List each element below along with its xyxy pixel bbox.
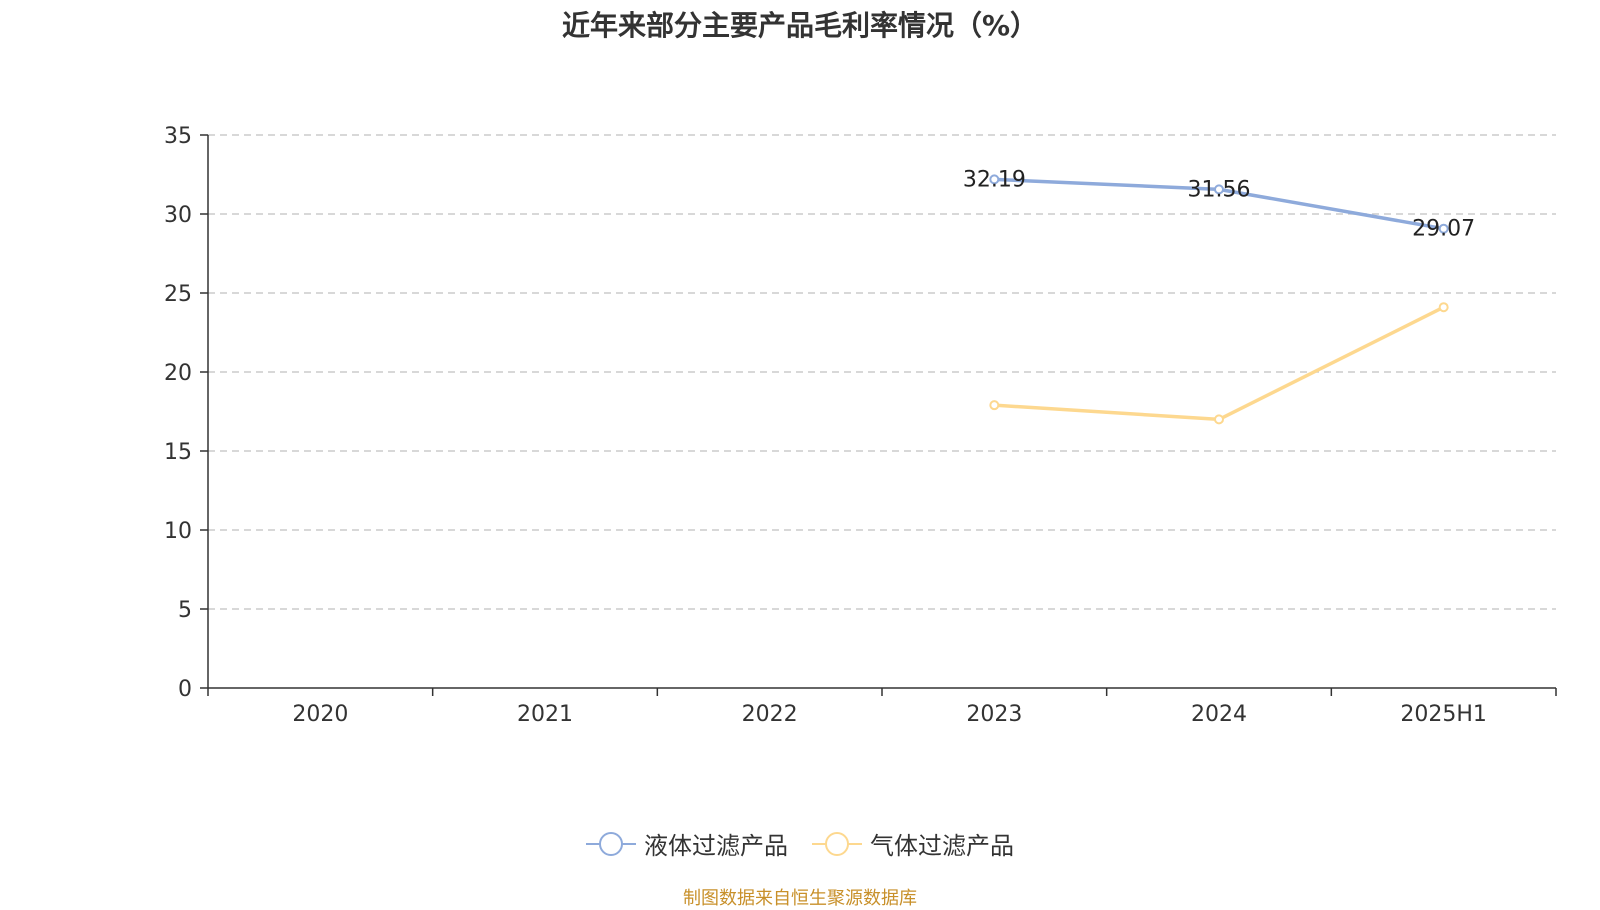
series-layer <box>989 174 1449 425</box>
data-label: 29.07 <box>1412 217 1475 242</box>
x-tick-label: 2023 <box>966 702 1022 727</box>
legend-item-liquid[interactable]: 液体过滤产品 <box>586 826 788 861</box>
y-tick-label: 35 <box>164 124 192 149</box>
data-label: 31.56 <box>1188 177 1251 202</box>
series-line <box>994 305 1445 422</box>
legend-marker-icon <box>586 830 636 858</box>
y-tick-label: 25 <box>164 282 192 307</box>
data-point <box>989 400 1000 411</box>
gridlines <box>208 134 1556 610</box>
y-tick-label: 10 <box>164 519 192 544</box>
x-axis-ticks: 2020 2021 2022 2023 2024 2025H1 <box>207 688 1557 727</box>
y-tick-label: 0 <box>178 677 192 702</box>
legend-label: 气体过滤产品 <box>870 832 1014 860</box>
y-axis-ticks: 0 5 10 15 20 25 30 35 <box>164 124 208 702</box>
legend-label: 液体过滤产品 <box>644 832 788 860</box>
data-point <box>1214 414 1224 425</box>
x-tick-label: 2020 <box>292 702 348 727</box>
y-tick-label: 15 <box>164 440 192 465</box>
legend-marker-icon <box>812 830 862 858</box>
data-point <box>1438 302 1449 313</box>
axes <box>207 135 1556 689</box>
data-point <box>1438 223 1449 234</box>
data-point <box>989 174 1000 185</box>
data-label: 32.19 <box>963 167 1026 192</box>
y-tick-label: 20 <box>164 361 192 386</box>
legend-item-gas[interactable]: 气体过滤产品 <box>812 826 1014 861</box>
x-tick-label: 2024 <box>1191 702 1247 727</box>
data-labels: 32.19 31.56 29.07 <box>963 167 1475 241</box>
legend: 液体过滤产品 气体过滤产品 <box>0 826 1600 861</box>
x-tick-label: 2022 <box>742 702 798 727</box>
y-tick-label: 5 <box>178 598 192 623</box>
chart-title: 近年来部分主要产品毛利率情况（%） <box>561 9 1039 42</box>
data-point <box>1214 184 1224 195</box>
x-tick-label: 2021 <box>517 702 573 727</box>
y-tick-label: 30 <box>164 203 192 228</box>
x-tick-label: 2025H1 <box>1400 702 1487 727</box>
source-note: 制图数据来自恒生聚源数据库 <box>683 888 917 909</box>
